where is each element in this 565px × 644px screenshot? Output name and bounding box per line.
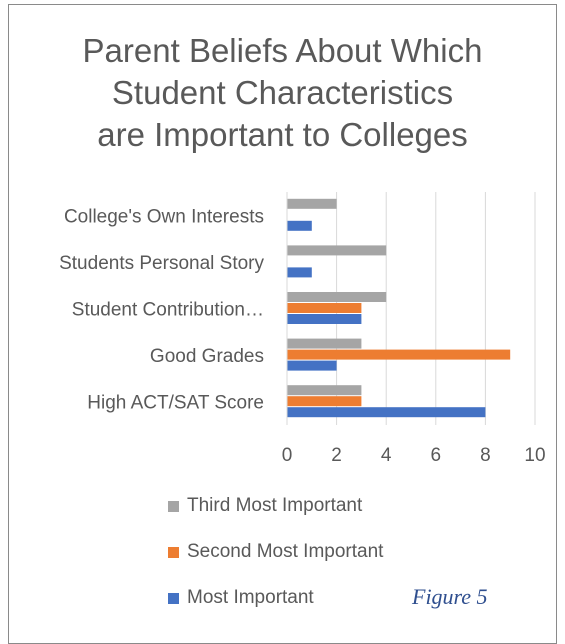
category-label-2: Student Contribution… [72,300,264,321]
bar-1-2 [287,267,312,277]
bar-0-2 [287,221,312,231]
legend-item-second: Second Most Important [168,540,383,564]
chart-legend: Third Most Important Second Most Importa… [168,494,383,632]
legend-swatch-third [168,501,179,512]
x-tick-label-5: 10 [524,445,545,466]
legend-swatch-second [168,547,179,558]
x-tick-label-2: 4 [381,445,392,466]
bar-0-0 [287,199,337,209]
legend-swatch-most [168,593,179,604]
category-label-1: Students Personal Story [59,253,264,274]
category-label-4: High ACT/SAT Score [87,393,264,414]
bar-4-0 [287,385,361,395]
x-tick-label-1: 2 [331,445,342,466]
bar-2-1 [287,303,361,313]
bar-1-0 [287,245,386,255]
figure-label: Figure 5 [412,584,488,610]
x-tick-label-4: 8 [480,445,491,466]
legend-item-most: Most Important [168,586,383,610]
legend-label-second: Second Most Important [187,541,383,563]
category-label-3: Good Grades [150,346,264,367]
legend-label-most: Most Important [187,587,314,609]
legend-label-third: Third Most Important [187,495,362,517]
bar-3-1 [287,350,510,360]
category-label-0: College's Own Interests [64,206,264,227]
legend-item-third: Third Most Important [168,494,383,518]
bar-3-0 [287,339,361,349]
x-tick-label-0: 0 [282,445,293,466]
bar-4-1 [287,396,361,406]
bar-2-2 [287,314,361,324]
bar-3-2 [287,361,337,371]
x-tick-label-3: 6 [431,445,442,466]
bar-4-2 [287,407,485,417]
bar-2-0 [287,292,386,302]
